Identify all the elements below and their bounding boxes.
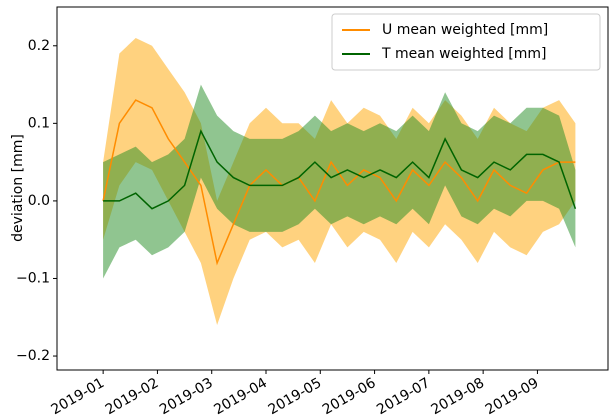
x-tick-label: 2019-03 <box>157 375 216 418</box>
y-tick-label: 0.2 <box>28 38 50 54</box>
legend-box <box>331 13 601 71</box>
y-tick-label: 0.1 <box>28 115 50 131</box>
y-tick-label: −0.1 <box>16 270 50 286</box>
x-tick-label: 2019-04 <box>211 375 270 418</box>
x-tick-label: 2019-07 <box>374 375 433 418</box>
x-tick-label: 2019-09 <box>483 375 542 418</box>
legend-label: U mean weighted [mm] <box>382 22 548 38</box>
x-tick-label: 2019-08 <box>428 375 487 418</box>
confidence-band <box>103 84 576 279</box>
series-line <box>103 129 577 210</box>
y-tick-label: 0.0 <box>28 193 50 209</box>
y-axis-label: deviation [mm] <box>10 134 26 242</box>
x-tick-label: 2019-01 <box>48 375 107 418</box>
x-tick-label: 2019-02 <box>103 375 162 418</box>
x-tick-label: 2019-06 <box>320 375 379 418</box>
x-tick-label: 2019-05 <box>266 375 325 418</box>
legend-label: T mean weighted [mm] <box>381 46 547 62</box>
y-tick-label: −0.2 <box>16 348 50 364</box>
plot-frame <box>56 6 609 371</box>
